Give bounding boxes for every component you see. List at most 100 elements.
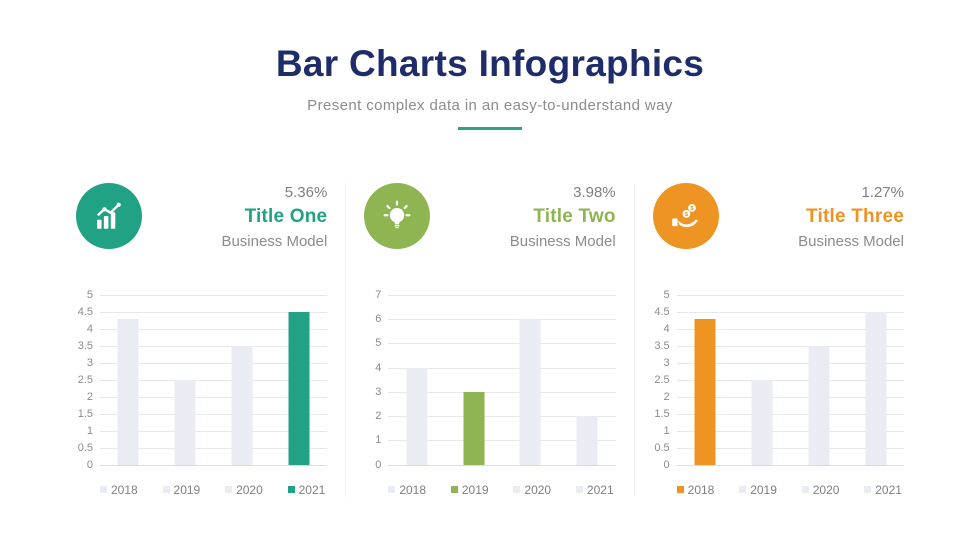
gridline — [100, 345, 328, 347]
legend-marker — [676, 486, 684, 494]
legend-item-2018: 2018 — [100, 483, 138, 497]
y-tick-label: 3 — [375, 385, 382, 398]
y-tick-label: 5 — [86, 288, 93, 301]
legend-item-2020: 2020 — [513, 483, 551, 497]
legend-label: 2021 — [586, 482, 614, 497]
accent-underline — [458, 126, 522, 130]
panel-title-three: $ $ 1.27% Title Three Business Model 5 4.… — [633, 182, 922, 497]
y-tick-label: 3.5 — [77, 339, 93, 352]
gridline — [100, 294, 328, 296]
legend-item-2021: 2021 — [287, 482, 326, 497]
plot-area — [676, 294, 904, 466]
y-tick-label: 4.5 — [77, 305, 93, 318]
y-tick-label: 0 — [86, 458, 93, 471]
chart-legend: 2018 2019 2020 2021 — [100, 483, 325, 497]
y-tick-label: 7 — [375, 288, 382, 301]
legend-label: 2021 — [298, 482, 326, 497]
gridline — [388, 440, 616, 442]
panel-header: $ $ 1.27% Title Three Business Model — [652, 182, 904, 251]
bar-2021 — [288, 311, 310, 465]
gridline — [100, 396, 328, 398]
slide-header: Bar Charts Infographics Present complex … — [0, 0, 980, 130]
legend-label: 2018 — [687, 482, 715, 497]
plot-area — [100, 294, 328, 466]
legend-item-2021: 2021 — [575, 482, 614, 497]
gridline — [388, 416, 616, 418]
bar-2019 — [174, 379, 196, 465]
gridline — [676, 362, 904, 364]
chart-legend: 2018 2019 2020 2021 — [676, 482, 902, 497]
panel-subtitle: Business Model — [798, 232, 904, 250]
gridline — [100, 379, 328, 381]
legend-marker — [739, 486, 747, 494]
gridline — [100, 311, 328, 313]
gridline — [676, 464, 904, 466]
legend-item-2018: 2018 — [388, 483, 426, 497]
y-tick-label: 1.5 — [654, 407, 670, 420]
y-tick-label: 6 — [375, 312, 382, 325]
gridline — [100, 328, 328, 330]
gridline — [388, 367, 616, 369]
legend-item-2019: 2019 — [162, 482, 201, 497]
y-tick-label: 2.5 — [77, 373, 93, 386]
panel-subtitle: Business Model — [221, 232, 328, 250]
panel-title: Title Two — [533, 205, 616, 227]
legend-item-2019: 2019 — [739, 483, 777, 497]
legend-marker — [388, 486, 396, 494]
legend-marker — [287, 486, 295, 494]
lightbulb-icon — [364, 182, 431, 249]
gridline — [676, 396, 904, 398]
gridline — [676, 413, 904, 415]
bar-2021 — [576, 416, 598, 465]
gridline — [388, 294, 616, 296]
gridline — [676, 447, 904, 449]
gridline — [100, 362, 328, 364]
panel-header-text: 1.27% Title Three Business Model — [719, 183, 904, 250]
hand-coins-icon: $ $ — [652, 182, 719, 249]
percentage-value: 5.36% — [284, 183, 328, 201]
legend-item-2021: 2021 — [864, 483, 902, 497]
bar-2020 — [519, 318, 541, 465]
y-tick-label: 2 — [663, 390, 670, 403]
y-tick-label: 4.5 — [654, 305, 670, 318]
y-tick-label: 1.5 — [77, 407, 93, 420]
gridline — [676, 345, 904, 347]
gridline — [100, 464, 328, 466]
y-tick-label: 2.5 — [654, 373, 670, 386]
y-tick-label: 1 — [86, 424, 93, 437]
panel-header: 3.98% Title Two Business Model — [364, 182, 616, 251]
y-tick-label: 4 — [86, 322, 93, 335]
legend-label: 2018 — [111, 482, 138, 497]
legend-label: 2019 — [461, 482, 489, 497]
gridline — [388, 318, 616, 320]
y-tick-label: 0 — [663, 458, 670, 471]
y-tick-label: 0.5 — [654, 441, 670, 454]
panel-title: Title One — [244, 205, 328, 227]
y-tick-label: 0.5 — [77, 441, 93, 454]
gridline — [388, 391, 616, 393]
bar-2021 — [865, 311, 887, 465]
legend-label: 2020 — [524, 482, 552, 497]
legend-marker — [513, 486, 521, 494]
legend-item-2020: 2020 — [801, 483, 839, 497]
panel-header: 5.36% Title One Business Model — [76, 182, 328, 251]
legend-label: 2018 — [399, 482, 427, 497]
legend-item-2020: 2020 — [225, 483, 263, 497]
y-tick-label: 5 — [663, 288, 670, 301]
legend-marker — [575, 486, 583, 494]
bar-2019 — [463, 391, 485, 465]
legend-label: 2021 — [875, 482, 902, 497]
bar-2018 — [406, 367, 428, 465]
y-axis-labels: 5 4.5 4 3.5 3 2.5 2 1.5 1 0.5 0 — [76, 289, 100, 471]
bar-2020 — [231, 345, 253, 465]
y-tick-label: 2 — [86, 390, 93, 403]
gridline — [388, 343, 616, 345]
percentage-value: 3.98% — [573, 183, 616, 201]
legend-item-2019: 2019 — [450, 482, 489, 497]
plot-area — [388, 294, 616, 466]
legend-label: 2019 — [173, 482, 201, 497]
y-tick-label: 5 — [375, 337, 382, 350]
page-subtitle: Present complex data in an easy-to-under… — [307, 96, 673, 114]
panels-row: 5.36% Title One Business Model 5 4.5 4 3.5 3… — [58, 182, 922, 497]
y-tick-label: 4 — [663, 322, 670, 335]
